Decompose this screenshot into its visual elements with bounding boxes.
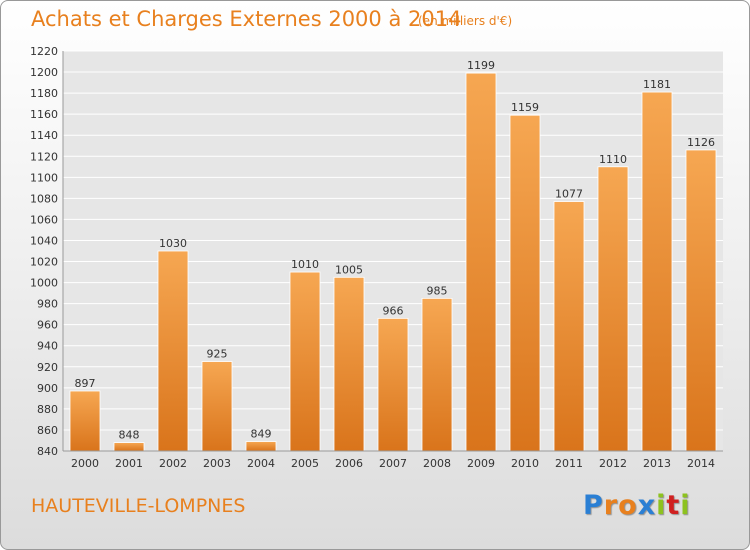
data-label-2004: 849	[251, 428, 272, 441]
data-label-2005: 1010	[291, 258, 319, 271]
x-tick-label: 2002	[159, 457, 187, 470]
y-tick-label: 1200	[30, 66, 58, 79]
data-label-2001: 848	[119, 429, 140, 442]
x-tick-label: 2010	[511, 457, 539, 470]
chart-title: Achats et Charges Externes 2000 à 2014	[31, 7, 462, 31]
y-tick-label: 880	[37, 403, 58, 416]
y-tick-label: 1080	[30, 192, 58, 205]
data-label-2008: 985	[427, 284, 448, 297]
logo-letter: o	[618, 490, 638, 521]
bar-2001	[113, 442, 145, 452]
location-name: HAUTEVILLE-LOMPNES	[31, 495, 246, 517]
x-tick-label: 2000	[71, 457, 99, 470]
y-tick-label: 1020	[30, 256, 58, 269]
bar-2006	[333, 276, 365, 452]
bars	[69, 72, 717, 452]
bar-2003	[201, 361, 233, 452]
data-label-2006: 1005	[335, 263, 363, 276]
bar-2004	[245, 441, 277, 452]
data-label-2014: 1126	[687, 136, 715, 149]
y-tick-label: 1220	[30, 45, 58, 58]
bar-2014	[685, 149, 717, 452]
y-tick-label: 1100	[30, 171, 58, 184]
logo-letter: i	[656, 490, 667, 521]
data-label-2000: 897	[75, 377, 96, 390]
x-tick-label: 2004	[247, 457, 275, 470]
bar-2011	[553, 201, 585, 452]
data-labels: 897 848 1030 925 849 1010 1005 966 985 1199 1159 10…	[75, 59, 716, 441]
y-tick-label: 980	[37, 298, 58, 311]
logo-letter: t	[666, 490, 681, 521]
logo-letter: r	[603, 490, 619, 521]
x-tick-label: 2003	[203, 457, 231, 470]
x-tick-label: 2006	[335, 457, 363, 470]
logo-letter: P	[583, 490, 604, 521]
y-tick-label: 1140	[30, 129, 58, 142]
y-tick-label: 1180	[30, 87, 58, 100]
logo-letter: x	[637, 490, 657, 521]
data-label-2012: 1110	[599, 153, 627, 166]
x-tick-label: 2009	[467, 457, 495, 470]
data-label-2002: 1030	[159, 237, 187, 250]
y-tick-label: 900	[37, 382, 58, 395]
bar-2005	[289, 271, 321, 452]
data-label-2007: 966	[383, 304, 404, 317]
data-label-2010: 1159	[511, 101, 539, 114]
x-tick-label: 2008	[423, 457, 451, 470]
y-tick-label: 860	[37, 424, 58, 437]
x-tick-label: 2001	[115, 457, 143, 470]
y-tick-label: 940	[37, 340, 58, 353]
bar-2010	[509, 114, 541, 452]
bar-2008	[421, 297, 453, 452]
bar-2002	[157, 250, 189, 452]
x-tick-label: 2014	[687, 457, 715, 470]
x-tick-label: 2007	[379, 457, 407, 470]
y-tick-label: 1040	[30, 234, 58, 247]
chart-subtitle: (en milliers d'€)	[418, 14, 513, 28]
x-tick-label: 2012	[599, 457, 627, 470]
axes: 840 860 880 900 920 940 960 980 1000 1020 1040 1060…	[30, 45, 723, 470]
y-tick-label: 1120	[30, 150, 58, 163]
data-label-2013: 1181	[643, 78, 671, 91]
y-tick-label: 1060	[30, 213, 58, 226]
data-label-2011: 1077	[555, 188, 583, 201]
x-tick-label: 2013	[643, 457, 671, 470]
y-tick-label: 920	[37, 361, 58, 374]
proxiti-logo: Proxiti	[583, 490, 691, 521]
x-tick-label: 2005	[291, 457, 319, 470]
bar-2000	[69, 390, 101, 452]
x-tick-label: 2011	[555, 457, 583, 470]
bar-2012	[597, 166, 629, 452]
y-tick-label: 840	[37, 445, 58, 458]
bar-2013	[641, 91, 673, 452]
y-tick-label: 1160	[30, 108, 58, 121]
bar-2009	[465, 72, 497, 452]
bar-2007	[377, 317, 409, 452]
data-label-2009: 1199	[467, 59, 495, 72]
data-label-2003: 925	[207, 348, 228, 361]
y-tick-label: 1000	[30, 277, 58, 290]
logo-letter: i	[680, 490, 691, 521]
y-tick-label: 960	[37, 319, 58, 332]
